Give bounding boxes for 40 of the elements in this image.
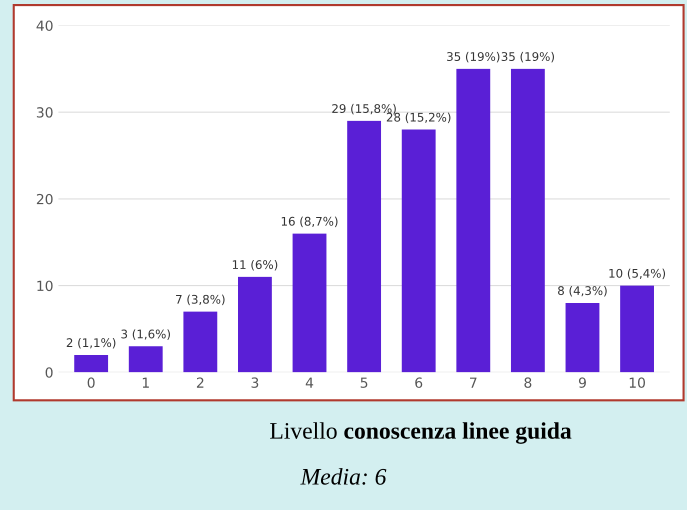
text: Livello conoscenza linee guida — [270, 422, 572, 444]
data-label: 8 (4,3%) — [558, 286, 607, 296]
bar — [183, 312, 218, 372]
x-tick-label: 9 — [578, 377, 586, 388]
bar — [238, 276, 272, 372]
x-tick-label: 1 — [142, 378, 149, 388]
bar — [128, 346, 163, 372]
data-label: 7 (3,8%) — [176, 294, 225, 306]
bar — [456, 68, 490, 372]
bar — [74, 354, 108, 372]
bar — [347, 120, 382, 372]
data-label: 35 (19%) — [447, 52, 500, 62]
y-tick-label: 30 — [36, 107, 53, 118]
data-label: 2 (1,1%) — [66, 338, 116, 349]
x-tick-label: 10 — [630, 377, 645, 388]
x-tick-label: 8 — [524, 377, 532, 388]
data-label: 3 (1,6%) — [121, 329, 170, 340]
y-tick-label: 10 — [37, 280, 53, 292]
data-label: 11 (6%) — [232, 260, 278, 270]
y-tick-label: 40 — [36, 20, 53, 31]
bar — [402, 130, 436, 372]
x-tick-label: 6 — [415, 377, 422, 388]
data-label: 10 (5,4%) — [609, 268, 666, 280]
text: Media: 6 — [300, 468, 386, 485]
bar — [620, 286, 654, 372]
x-tick-label: 7 — [470, 378, 477, 388]
data-label: 29 (15,8%) — [332, 104, 396, 114]
y-tick-label: 20 — [36, 194, 53, 204]
x-tick-label: 5 — [360, 378, 368, 388]
bar — [566, 302, 600, 372]
x-tick-label: 0 — [88, 377, 95, 388]
x-tick-label: 4 — [306, 378, 314, 388]
bar — [510, 68, 545, 372]
x-tick-label: 3 — [252, 377, 258, 388]
data-label: 28 (15,2%) — [386, 112, 450, 124]
y-tick-label: 0 — [46, 367, 53, 378]
data-label: 16 (8,7%) — [282, 216, 338, 228]
bar — [292, 234, 326, 372]
data-label: 35 (19%) — [502, 52, 554, 62]
x-tick-label: 2 — [196, 377, 204, 388]
